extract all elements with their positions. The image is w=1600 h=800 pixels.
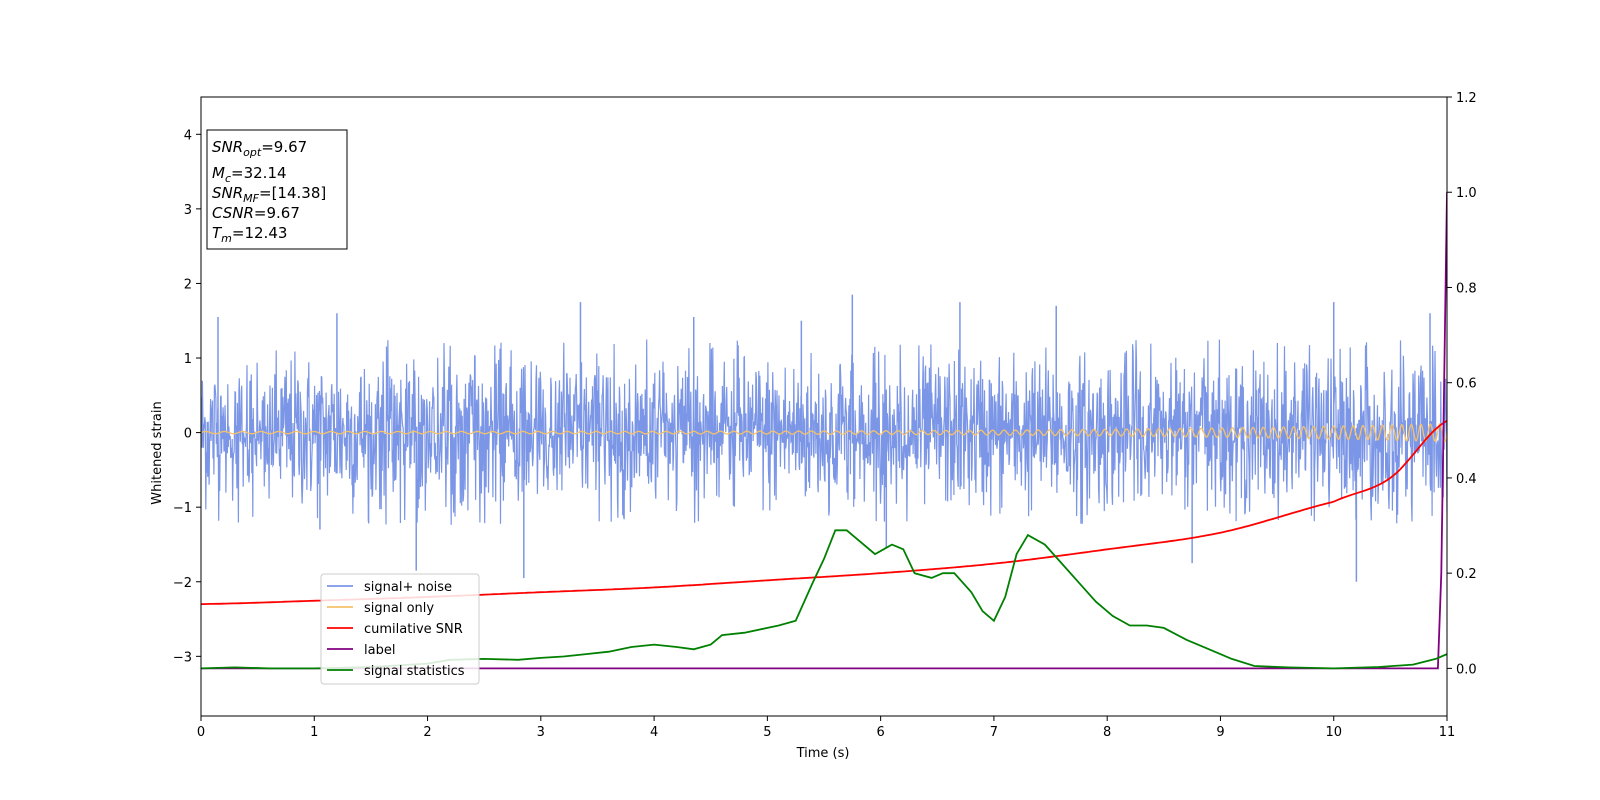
legend-label: signal only <box>364 601 434 616</box>
y-tick-label-left: −2 <box>173 576 192 591</box>
y-tick-label-right: 0.8 <box>1456 281 1477 296</box>
csnr-annotation: CSNR=9.67 <box>212 204 300 222</box>
legend-label: cumilative SNR <box>364 622 463 637</box>
axes <box>200 96 1448 717</box>
y-tick-label-left: 4 <box>184 128 192 143</box>
stats-annotation-box: SNRopt=9.67 Mc=32.14 SNRMF=[14.38] CSNR=… <box>206 129 348 250</box>
legend-box <box>320 573 480 685</box>
x-tick-label: 2 <box>423 725 431 740</box>
x-tick-label: 0 <box>197 725 205 740</box>
x-tick-label: 11 <box>1439 725 1456 740</box>
label-line <box>201 192 1447 670</box>
x-tick-label: 6 <box>876 725 884 740</box>
x-tick-label: 9 <box>1216 725 1224 740</box>
x-tick-label: 10 <box>1325 725 1342 740</box>
signal-statistics-line <box>201 529 1447 670</box>
y-tick-label-right: 0.0 <box>1456 662 1477 677</box>
y-tick-label-left: 3 <box>184 203 192 218</box>
y-tick-label-left: 0 <box>184 427 192 442</box>
plot-frame <box>200 96 1448 717</box>
y-tick-label-left: −1 <box>173 501 192 516</box>
y-tick-label-left: 2 <box>184 277 192 292</box>
x-tick-label: 4 <box>650 725 658 740</box>
legend-label: signal+ noise <box>364 580 452 595</box>
x-tick-label: 8 <box>1103 725 1111 740</box>
y-tick-label-right: 0.2 <box>1456 567 1477 582</box>
tm-annotation: Tm=12.43 <box>212 224 287 245</box>
y-axis-label-left: Whitened strain <box>150 401 165 504</box>
legend-label: signal statistics <box>364 664 465 679</box>
x-axis-label: Time (s) <box>796 746 850 761</box>
signal-only-line <box>201 423 1447 443</box>
legend: signal+ noise signal only cumilative SNR la… <box>320 573 480 685</box>
mc-annotation: Mc=32.14 <box>212 164 287 185</box>
x-tick-label: 7 <box>990 725 998 740</box>
tick-labels: 0 1 2 3 4 5 6 7 8 9 10 11 −3 −2 −1 0 1 2 3 4 0.0 0.2 0.4 0.6 0.8… <box>173 91 1477 740</box>
x-tick-label: 5 <box>763 725 771 740</box>
signal-only-series <box>201 423 1447 443</box>
y-tick-label-left: 1 <box>184 352 192 367</box>
y-tick-label-left: −3 <box>173 650 192 665</box>
y-tick-label-right: 1.0 <box>1456 186 1477 201</box>
snr-opt-annotation: SNRopt=9.67 <box>212 138 307 159</box>
x-tick-label: 1 <box>310 725 318 740</box>
signal-plus-noise-series <box>201 294 1447 582</box>
y-tick-label-right: 1.2 <box>1456 91 1477 106</box>
signal-plus-noise-line <box>201 339 1447 525</box>
legend-label: label <box>364 643 395 658</box>
snr-mf-annotation: SNRMF=[14.38] <box>212 184 326 205</box>
y-tick-label-right: 0.4 <box>1456 472 1477 487</box>
x-tick-label: 3 <box>537 725 545 740</box>
y-tick-label-right: 0.6 <box>1456 377 1477 392</box>
